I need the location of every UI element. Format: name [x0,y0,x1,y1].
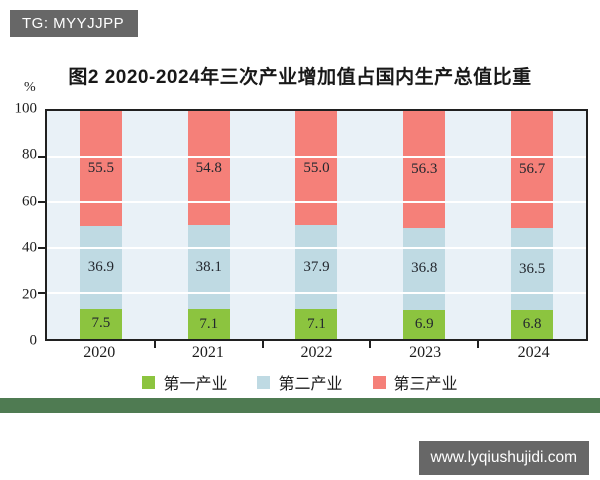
bar-segment: 6.9 [403,309,446,339]
stacked-bar: 7.1 37.9 55.0 [295,111,338,339]
bar-segment: 36.8 [403,227,446,310]
y-axis-tick-mark [38,201,45,204]
bar-column-2023: 6.9 36.8 56.3 [370,110,478,339]
plot-area: 7.5 36.9 55.5 7.1 38.1 54.8 7.1 37.9 55.0 6.9 36.8… [38,109,588,348]
bar-segment: 38.1 [187,225,230,310]
y-axis-tick-mark [38,155,45,158]
x-axis-tick-label: 2020 [83,344,116,361]
y-axis-tick-label: 100 [14,100,38,117]
y-axis-unit-label: % [24,80,36,95]
stacked-bar: 6.8 36.5 56.7 [511,111,554,339]
bar-value-label: 54.8 [195,159,222,176]
bar-value-label: 6.9 [414,315,434,332]
bar-segment: 37.9 [295,225,338,310]
bar-value-label: 36.8 [411,260,438,277]
bar-segment: 55.0 [295,111,338,226]
bar-segment: 56.3 [403,110,446,228]
y-axis-tick-label: 80 [22,146,37,163]
y-axis-tick-label: 60 [22,193,37,210]
y-axis-tick-label: 20 [22,286,37,303]
x-axis-tick-label: 2021 [191,344,224,361]
chart-title: 图2 2020-2024年三次产业增加值占国内生产总值比重 [68,67,532,88]
x-axis-tick-label: 2023 [409,344,442,361]
legend-item: 第二产业 [257,370,343,394]
bar-value-label: 38.1 [195,258,222,275]
bar-value-label: 56.7 [518,161,546,178]
y-axis-tick-label: 0 [29,332,38,349]
y-axis-tick-label: 40 [22,239,37,256]
bar-segment: 7.5 [79,308,122,339]
bar-segment: 6.8 [511,309,554,339]
gridline [47,246,586,249]
bar-value-label: 55.5 [87,160,115,177]
y-axis-labels: 0 20 40 60 80 100 [0,101,40,349]
bar-segment: 36.5 [511,228,554,310]
x-axis-tick-mark [369,341,372,348]
bars: 7.5 36.9 55.5 7.1 38.1 54.8 7.1 37.9 55.0 6.9 36.8… [47,110,586,339]
bar-segment: 7.1 [187,309,230,339]
bar-segment: 36.9 [79,226,122,309]
gridline [47,155,586,158]
bar-column-2024: 6.8 36.5 56.7 [478,111,586,339]
stacked-bar: 7.1 38.1 54.8 [187,111,230,339]
legend-label: 第二产业 [278,376,343,393]
legend-swatch [372,375,386,389]
bar-value-label: 6.8 [522,315,542,332]
x-axis-tick-mark [153,341,156,348]
bar-segment: 7.1 [295,309,338,339]
x-axis-tick-mark [261,341,264,348]
x-axis-tick-label: 2024 [517,344,550,361]
bar-column-2022: 7.1 37.9 55.0 [263,111,371,339]
gridline [47,292,586,295]
legend-item: 第一产业 [142,370,227,394]
bar-value-label: 7.5 [91,315,111,332]
legend-item: 第三产业 [372,370,458,394]
x-axis-tick-label: 2022 [300,344,333,361]
bar-segment: 54.8 [187,111,230,225]
x-axis-labels: 2020 2021 2022 2023 2024 [45,344,588,362]
stacked-bar: 6.9 36.8 56.3 [403,110,446,339]
legend-swatch [142,375,156,389]
bar-value-label: 7.1 [307,315,326,332]
green-divider-bar [0,398,600,413]
legend-label: 第一产业 [163,376,228,393]
bar-value-label: 36.9 [87,259,115,276]
bar-value-label: 36.5 [518,260,546,277]
telegram-watermark: TG: MYYJJPP [10,10,139,37]
x-axis-tick-mark [477,341,480,348]
bar-value-label: 55.0 [303,159,330,176]
bar-segment: 56.7 [511,111,554,229]
legend: 第一产业 第二产业 第三产业 [0,370,600,394]
bar-segment: 55.5 [79,111,122,227]
bar-column-2021: 7.1 38.1 54.8 [155,111,263,339]
bar-column-2020: 7.5 36.9 55.5 [47,111,155,339]
bar-value-label: 7.1 [199,315,219,332]
website-watermark: www.lyqiushujidi.com [418,441,589,475]
gridline [47,201,586,204]
legend-swatch [257,375,271,389]
y-axis-tick-mark [38,246,45,249]
y-axis-tick-mark [38,292,45,295]
bar-value-label: 37.9 [303,258,330,275]
legend-label: 第三产业 [393,376,458,393]
bar-value-label: 56.3 [411,160,438,177]
stacked-bar: 7.5 36.9 55.5 [79,111,122,339]
